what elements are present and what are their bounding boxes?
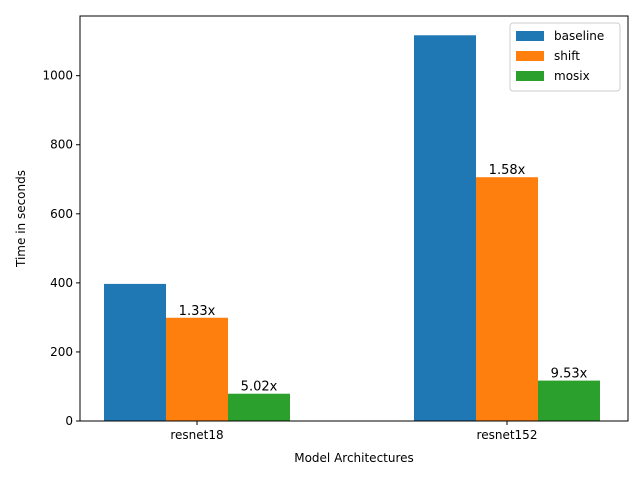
- y-axis: 0 200 400 600 800 1000: [42, 69, 80, 428]
- y-tick-label: 800: [50, 138, 73, 152]
- y-tick-label: 200: [50, 345, 73, 359]
- bar-label-shift-resnet18: 1.33x: [179, 304, 216, 319]
- bar-mosix-resnet152: [538, 380, 600, 421]
- plot-frame: [79, 15, 629, 422]
- bar-label-shift-resnet152: 1.58x: [489, 163, 526, 178]
- bar-labels: 1.33x 5.02x 1.58x 9.53x: [179, 163, 588, 395]
- bar-baseline-resnet152: [414, 35, 476, 422]
- x-axis-label: Model Architectures: [294, 451, 414, 465]
- y-axis-label: Time in seconds: [14, 170, 28, 268]
- bars: [104, 35, 600, 422]
- legend: baseline shift mosix: [509, 22, 621, 92]
- legend-swatch-mosix: [516, 71, 544, 81]
- y-tick-label: 0: [65, 414, 73, 428]
- x-tick-label: resnet152: [477, 428, 538, 442]
- bar-shift-resnet152: [476, 177, 538, 421]
- legend-swatch-shift: [516, 51, 544, 61]
- x-tick-label: resnet18: [170, 428, 223, 442]
- bar-label-mosix-resnet152: 9.53x: [551, 367, 588, 382]
- bar-mosix-resnet18: [228, 393, 290, 421]
- legend-label-baseline: baseline: [554, 29, 604, 43]
- y-tick-label: 1000: [42, 69, 73, 83]
- legend-label-shift: shift: [554, 49, 580, 63]
- y-tick-label: 400: [50, 276, 73, 290]
- legend-label-mosix: mosix: [554, 69, 590, 83]
- y-tick-label: 600: [50, 207, 73, 221]
- bar-label-mosix-resnet18: 5.02x: [241, 380, 278, 395]
- legend-swatch-baseline: [516, 31, 544, 41]
- x-axis: resnet18 resnet152: [170, 421, 537, 442]
- bar-baseline-resnet18: [104, 283, 166, 421]
- bar-shift-resnet18: [166, 317, 228, 421]
